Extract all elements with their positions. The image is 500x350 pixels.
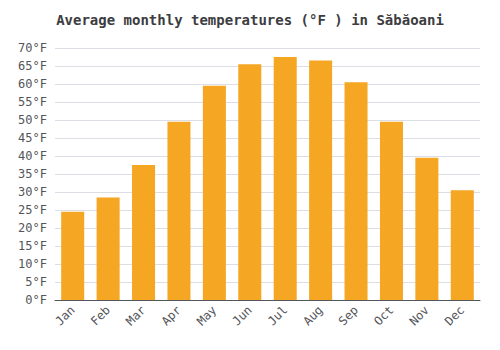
svg-text:Dec: Dec — [442, 303, 467, 328]
svg-text:Jul: Jul — [265, 303, 290, 328]
svg-text:65°F: 65°F — [18, 59, 47, 73]
svg-text:45°F: 45°F — [18, 131, 47, 145]
svg-text:Jan: Jan — [52, 303, 77, 328]
svg-text:15°F: 15°F — [18, 239, 47, 253]
svg-text:5°F: 5°F — [25, 275, 47, 289]
svg-text:70°F: 70°F — [18, 41, 47, 55]
svg-text:Nov: Nov — [407, 303, 432, 328]
svg-text:Mar: Mar — [123, 303, 148, 328]
svg-text:55°F: 55°F — [18, 95, 47, 109]
svg-text:Feb: Feb — [88, 303, 113, 328]
svg-text:60°F: 60°F — [18, 77, 47, 91]
svg-text:25°F: 25°F — [18, 203, 47, 217]
svg-text:0°F: 0°F — [25, 293, 47, 307]
svg-text:May: May — [194, 303, 219, 328]
svg-text:Oct: Oct — [371, 303, 396, 328]
svg-text:Jun: Jun — [230, 303, 255, 328]
svg-text:50°F: 50°F — [18, 113, 47, 127]
svg-text:Aug: Aug — [300, 303, 325, 328]
svg-text:Sep: Sep — [336, 303, 361, 328]
svg-text:20°F: 20°F — [18, 221, 47, 235]
svg-text:Apr: Apr — [159, 303, 184, 328]
svg-text:10°F: 10°F — [18, 257, 47, 271]
svg-text:40°F: 40°F — [18, 149, 47, 163]
svg-text:Average monthly temperatures (: Average monthly temperatures (°F ) in Să… — [56, 12, 444, 28]
svg-text:35°F: 35°F — [18, 167, 47, 181]
svg-text:30°F: 30°F — [18, 185, 47, 199]
